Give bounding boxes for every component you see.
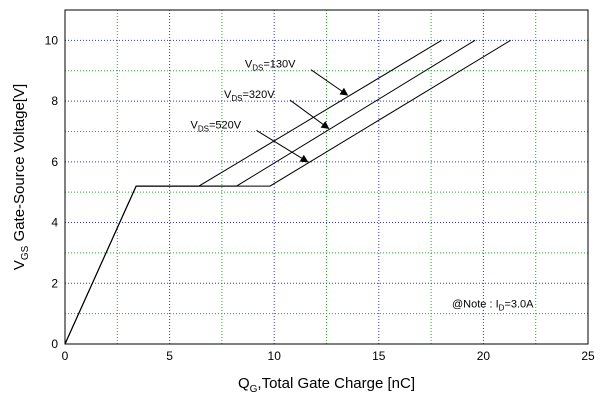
- x-tick-label: 0: [62, 349, 69, 363]
- series-lines: [64, 39, 511, 345]
- x-tick-label: 25: [581, 349, 595, 363]
- x-tick-label: 20: [477, 349, 491, 363]
- y-tick-label: 10: [45, 33, 59, 47]
- annotations: VDS=130V VDS=320V VDS=520V: [191, 59, 349, 163]
- vds-annotation-label: VDS=320V: [224, 89, 275, 103]
- annotation-arrow: [256, 129, 309, 163]
- y-tick-label: 2: [51, 276, 58, 290]
- plot-frame: [64, 9, 589, 345]
- y-tick-label: 8: [51, 94, 58, 108]
- vds-annotation-label: VDS=130V: [245, 59, 296, 73]
- x-tick-label: 10: [268, 349, 282, 363]
- x-axis-label: QG,Total Gate Charge [nC]: [238, 375, 415, 395]
- series-line: [64, 39, 511, 345]
- annotation-arrow: [310, 69, 349, 96]
- y-axis-label: VGS Gate-Source Voltage[V]: [11, 84, 31, 270]
- y-tick-label: 0: [51, 337, 58, 351]
- tick-labels: 0 5 10 15 20 25 0 2 4 6 8 10: [45, 33, 595, 363]
- x-tick-label: 5: [166, 349, 173, 363]
- grid-lines: [65, 10, 588, 344]
- y-tick-label: 6: [51, 155, 58, 169]
- annotation-arrow: [289, 99, 330, 130]
- x-tick-label: 15: [372, 349, 386, 363]
- note-annotation: @Note : ID=3.0A: [452, 299, 534, 313]
- vds-annotation-label: VDS=520V: [191, 119, 242, 133]
- series-line: [64, 39, 442, 345]
- y-tick-label: 4: [51, 216, 58, 230]
